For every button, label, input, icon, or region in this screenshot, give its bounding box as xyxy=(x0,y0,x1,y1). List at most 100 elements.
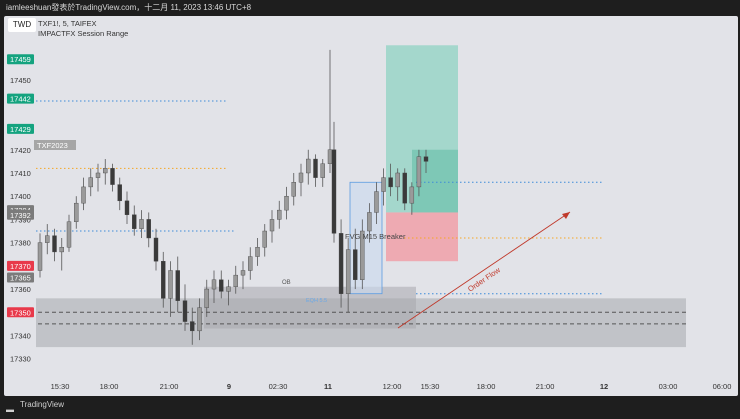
candle[interactable] xyxy=(284,195,289,211)
candle[interactable] xyxy=(269,219,275,232)
price-tag-label: 17442 xyxy=(10,95,31,104)
candle[interactable] xyxy=(353,249,358,280)
candle[interactable] xyxy=(395,172,400,188)
price-tag-label: 17392 xyxy=(10,211,31,220)
candle[interactable] xyxy=(320,163,325,178)
x-tick-label: 18:00 xyxy=(100,382,119,391)
x-tick-label: 9 xyxy=(227,382,231,391)
candle[interactable] xyxy=(313,158,318,178)
price-axis: 17330 17340 17350 17360 17370 17380 17390 17400… xyxy=(7,54,34,364)
candle[interactable] xyxy=(306,158,311,174)
candle[interactable] xyxy=(327,149,333,164)
candle[interactable] xyxy=(124,200,130,215)
y-tick-label: 17420 xyxy=(10,146,31,155)
y-tick-label: 17340 xyxy=(10,331,31,340)
candle[interactable] xyxy=(74,202,79,222)
symbol-tag: TXF2023 xyxy=(37,141,68,150)
candle[interactable] xyxy=(331,149,337,234)
chart-panel[interactable]: 17330 17340 17350 17360 17370 17380 17390 17400… xyxy=(4,16,738,396)
time-axis: 15:30 18:00 21:00 9 02:30 11 12:00 15:30 18:00 21… xyxy=(51,382,732,391)
candle[interactable] xyxy=(233,274,238,287)
candle[interactable] xyxy=(360,230,365,280)
candle[interactable] xyxy=(345,249,351,294)
candle[interactable] xyxy=(423,156,429,162)
candle[interactable] xyxy=(219,279,224,292)
candle[interactable] xyxy=(190,321,195,332)
footer-bar: ▬ TradingView xyxy=(0,396,740,414)
candle[interactable] xyxy=(262,230,267,248)
symbol-legend[interactable]: TXF1!, 5, TAIFEX xyxy=(38,19,97,28)
candle[interactable] xyxy=(211,279,217,290)
order-flow-arrow xyxy=(397,211,571,329)
x-tick-label: 02:30 xyxy=(269,382,288,391)
price-tag-bg xyxy=(7,54,34,65)
candle[interactable] xyxy=(146,219,151,239)
x-tick-label: 15:30 xyxy=(51,382,70,391)
candle[interactable] xyxy=(37,242,43,271)
candle[interactable] xyxy=(298,172,304,183)
candle[interactable] xyxy=(248,256,253,271)
x-tick-label: 21:00 xyxy=(536,382,555,391)
x-tick-label: 11 xyxy=(324,382,332,391)
candle[interactable] xyxy=(52,235,57,253)
price-tag-label: 17429 xyxy=(10,125,31,134)
candle[interactable] xyxy=(291,182,296,197)
candle[interactable] xyxy=(197,307,202,332)
candle[interactable] xyxy=(255,247,260,257)
x-tick-label: 15:30 xyxy=(421,382,440,391)
price-tag-label: 17370 xyxy=(10,262,31,271)
price-tag-bg xyxy=(7,260,34,271)
candle[interactable] xyxy=(110,168,115,185)
tradingview-logo-icon: ▬ xyxy=(6,405,14,414)
candle[interactable] xyxy=(409,186,415,204)
candle[interactable] xyxy=(338,233,344,294)
y-tick-label: 17410 xyxy=(10,169,31,178)
candle[interactable] xyxy=(226,286,231,292)
candle[interactable] xyxy=(139,219,144,229)
candle[interactable] xyxy=(374,191,379,213)
price-chart[interactable]: 17330 17340 17350 17360 17370 17380 17390 17400… xyxy=(4,16,738,396)
candle[interactable] xyxy=(204,288,209,308)
x-tick-label: 06:00 xyxy=(713,382,732,391)
candle[interactable] xyxy=(153,237,159,262)
candles-layer xyxy=(37,49,429,345)
candle[interactable] xyxy=(59,247,64,253)
price-tag-bg xyxy=(7,307,34,318)
candle[interactable] xyxy=(103,168,108,174)
candle[interactable] xyxy=(402,172,407,204)
candle[interactable] xyxy=(277,209,282,220)
candle[interactable] xyxy=(66,221,72,248)
symbol-tag-bg xyxy=(34,140,76,150)
candle[interactable] xyxy=(381,177,386,192)
candle[interactable] xyxy=(388,177,393,188)
candle[interactable] xyxy=(95,172,101,178)
candle[interactable] xyxy=(175,270,180,301)
candle[interactable] xyxy=(45,235,50,243)
y-tick-label: 17330 xyxy=(10,355,31,364)
candle[interactable] xyxy=(367,212,372,232)
ob-label: OB xyxy=(282,280,291,286)
y-tick-label: 17360 xyxy=(10,285,31,294)
candle[interactable] xyxy=(81,186,86,204)
y-tick-label: 17450 xyxy=(10,76,31,85)
candle[interactable] xyxy=(240,270,246,276)
loss-zone-zone[interactable] xyxy=(386,212,458,262)
x-tick-label: 18:00 xyxy=(477,382,496,391)
y-tick-label: 17390 xyxy=(10,215,31,224)
currency-button[interactable]: TWD xyxy=(8,18,36,32)
candle[interactable] xyxy=(132,214,137,229)
candle[interactable] xyxy=(416,156,422,188)
candle[interactable] xyxy=(117,184,122,202)
candle[interactable] xyxy=(182,300,188,322)
price-tag-label: 17365 xyxy=(10,273,31,282)
y-tick-label: 17380 xyxy=(10,239,31,248)
candle[interactable] xyxy=(161,261,166,299)
candle[interactable] xyxy=(88,177,93,188)
y-tick-label: 17400 xyxy=(10,192,31,201)
price-tag-bg xyxy=(7,209,34,220)
indicator-legend[interactable]: IMPACTFX Session Range xyxy=(38,29,129,38)
x-tick-label: 12:00 xyxy=(383,382,402,391)
price-tag-bg xyxy=(7,93,34,104)
candle[interactable] xyxy=(168,270,173,299)
